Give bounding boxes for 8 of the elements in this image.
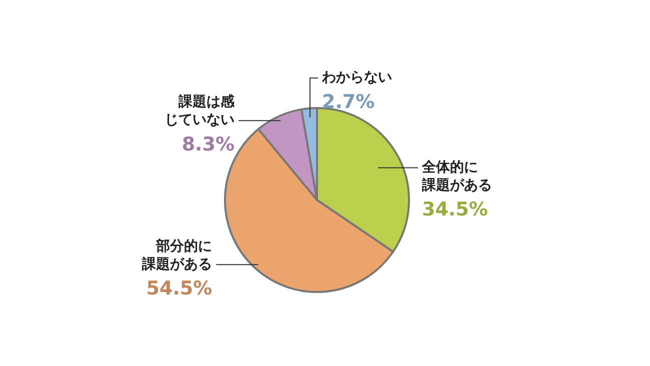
data-label: 34.5%: [422, 198, 488, 221]
slice-label: 全体的に課題がある: [420, 159, 492, 194]
data-label: 2.7%: [322, 90, 375, 113]
slice-label: 課題は感じていない: [164, 93, 236, 128]
slice-label: わからない: [320, 70, 392, 86]
data-label: 54.5%: [146, 278, 212, 300]
slice-label: 部分的に課題がある: [141, 237, 212, 272]
data-label: 8.3%: [182, 134, 235, 156]
